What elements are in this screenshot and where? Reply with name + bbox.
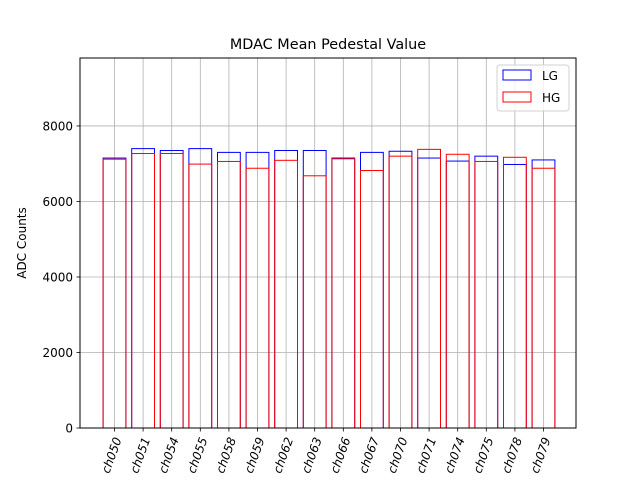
plot-frame (79, 57, 577, 429)
y-tick-label: 0 (65, 421, 73, 435)
y-tick-label: 8000 (42, 119, 73, 133)
legend-swatch-hg (502, 91, 532, 103)
y-axis-ticks: 0 2000 4000 6000 8000 (42, 119, 80, 435)
legend-label-lg: LG (542, 69, 558, 83)
legend: LG HG (496, 64, 570, 112)
y-axis-label: ADC Counts (15, 207, 29, 279)
y-tick-label: 2000 (42, 346, 73, 360)
legend-swatch-lg (502, 69, 532, 81)
y-tick-label: 4000 (42, 270, 73, 284)
chart-title: MDAC Mean Pedestal Value (230, 37, 426, 53)
grid (80, 58, 576, 429)
legend-label-hg: HG (542, 91, 560, 105)
y-tick-label: 6000 (42, 195, 73, 209)
